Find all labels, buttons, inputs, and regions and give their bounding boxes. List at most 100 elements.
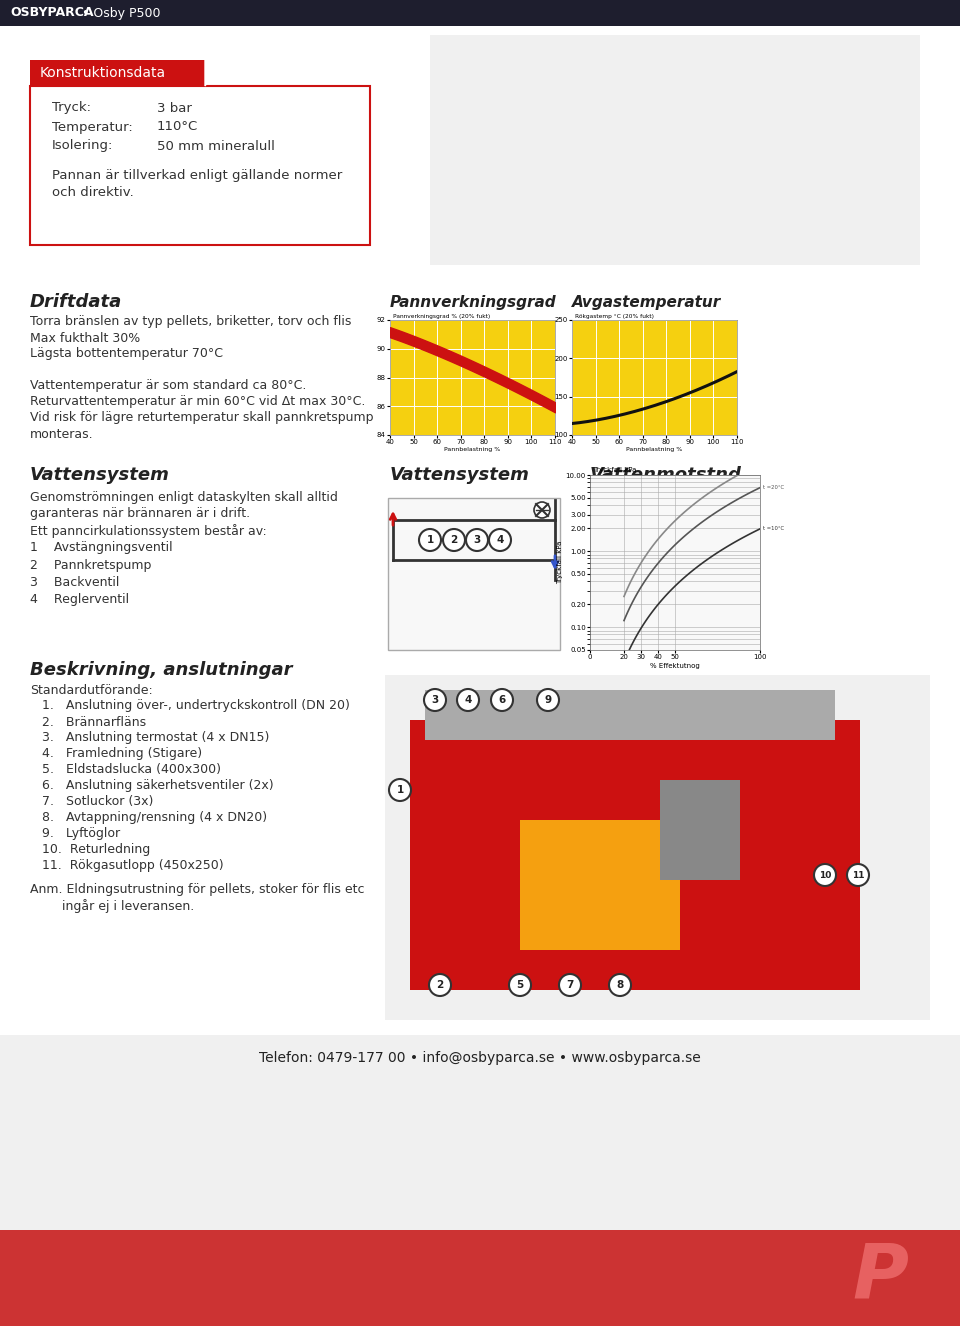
Text: 2.   Brännarfläns: 2. Brännarfläns	[42, 716, 146, 728]
Circle shape	[814, 865, 836, 886]
Text: garanteras när brännaren är i drift.: garanteras när brännaren är i drift.	[30, 508, 251, 521]
Text: 1: 1	[396, 785, 403, 796]
Circle shape	[489, 529, 511, 552]
Y-axis label: Tryckfall kPa: Tryckfall kPa	[557, 541, 563, 585]
Text: 5: 5	[516, 980, 523, 991]
Text: 1: 1	[426, 534, 434, 545]
Text: 1    Avstängningsventil: 1 Avstängningsventil	[30, 541, 173, 554]
Text: 3 bar: 3 bar	[157, 102, 192, 114]
Text: Vattentemperatur är som standard ca 80°C.: Vattentemperatur är som standard ca 80°C…	[30, 379, 306, 392]
Circle shape	[491, 690, 513, 711]
Circle shape	[389, 778, 411, 801]
Circle shape	[443, 529, 465, 552]
Text: Pannverkningsgrad % (20% fukt): Pannverkningsgrad % (20% fukt)	[394, 314, 491, 318]
Text: 2: 2	[450, 534, 458, 545]
Text: Avgastemperatur: Avgastemperatur	[572, 294, 721, 309]
Text: 5.   Eldstadslucka (400x300): 5. Eldstadslucka (400x300)	[42, 764, 221, 777]
Text: 50 mm mineralull: 50 mm mineralull	[157, 139, 275, 152]
Text: 4    Reglerventil: 4 Reglerventil	[30, 593, 130, 606]
Text: 8.   Avtappning/rensning (4 x DN20): 8. Avtappning/rensning (4 x DN20)	[42, 812, 267, 825]
Text: Genomströmningen enligt dataskylten skall alltid: Genomströmningen enligt dataskylten skal…	[30, 491, 338, 504]
Circle shape	[419, 529, 441, 552]
Circle shape	[847, 865, 869, 886]
X-axis label: Pannbelastning %: Pannbelastning %	[444, 447, 500, 452]
Circle shape	[559, 975, 581, 996]
Text: Anm. Eldningsutrustning för pellets, stoker för flis etc: Anm. Eldningsutrustning för pellets, sto…	[30, 883, 365, 896]
Bar	[0, 1231, 960, 1326]
Text: och direktiv.: och direktiv.	[52, 187, 133, 199]
Circle shape	[509, 975, 531, 996]
Text: t =20°C: t =20°C	[763, 485, 784, 491]
Text: Tryck:: Tryck:	[52, 102, 91, 114]
Circle shape	[537, 690, 559, 711]
Text: Konstruktionsdata: Konstruktionsdata	[40, 66, 166, 80]
Bar	[0, 1036, 960, 1250]
Text: 6: 6	[498, 695, 506, 705]
Text: 3.   Anslutning termostat (4 x DN15): 3. Anslutning termostat (4 x DN15)	[42, 732, 270, 744]
Text: 9: 9	[544, 695, 552, 705]
Text: 4.   Framledning (Stigare): 4. Framledning (Stigare)	[42, 748, 203, 761]
Bar	[520, 819, 680, 949]
Text: Torra bränslen av typ pellets, briketter, torv och flis: Torra bränslen av typ pellets, briketter…	[30, 316, 351, 329]
Text: 2    Pannkretspump: 2 Pannkretspump	[30, 558, 152, 572]
Bar	[0, 0, 960, 27]
Text: Max fukthalt 30%: Max fukthalt 30%	[30, 332, 140, 345]
Text: 8: 8	[616, 980, 624, 991]
Text: 11: 11	[852, 870, 864, 879]
Circle shape	[609, 975, 631, 996]
Text: 1.   Anslutning över-, undertryckskontroll (DN 20): 1. Anslutning över-, undertryckskontroll…	[42, 700, 349, 712]
Bar	[388, 499, 560, 650]
Text: 3    Backventil: 3 Backventil	[30, 575, 119, 589]
Text: 10: 10	[819, 870, 831, 879]
Text: Telefon: 0479-177 00 • info@osbyparca.se • www.osbyparca.se: Telefon: 0479-177 00 • info@osbyparca.se…	[259, 1052, 701, 1065]
Text: 4: 4	[496, 534, 504, 545]
Text: 4: 4	[465, 695, 471, 705]
Bar	[30, 86, 370, 245]
Text: Tryckfall kPa: Tryckfall kPa	[593, 467, 636, 473]
Text: Vid risk för lägre returtemperatur skall pannkretspump: Vid risk för lägre returtemperatur skall…	[30, 411, 373, 424]
Text: monteras.: monteras.	[30, 427, 94, 440]
Text: Lägsta bottentemperatur 70°C: Lägsta bottentemperatur 70°C	[30, 347, 223, 361]
Text: Driftdata: Driftdata	[30, 293, 122, 312]
Text: 6.   Anslutning säkerhetsventiler (2x): 6. Anslutning säkerhetsventiler (2x)	[42, 780, 274, 793]
Text: Beskrivning, anslutningar: Beskrivning, anslutningar	[30, 660, 293, 679]
Text: 3: 3	[473, 534, 481, 545]
Circle shape	[424, 690, 446, 711]
Text: 2: 2	[437, 980, 444, 991]
Text: 7.   Sotluckor (3x): 7. Sotluckor (3x)	[42, 796, 154, 809]
Text: 10.  Returledning: 10. Returledning	[42, 843, 151, 857]
Text: Ett panncirkulationssystem består av:: Ett panncirkulationssystem består av:	[30, 524, 267, 538]
Text: Temperatur:: Temperatur:	[52, 121, 132, 134]
Text: 11.  Rökgasutlopp (450x250): 11. Rökgasutlopp (450x250)	[42, 859, 224, 873]
Text: Vattensystem: Vattensystem	[390, 465, 530, 484]
Text: Returvattentemperatur är min 60°C vid Δt max 30°C.: Returvattentemperatur är min 60°C vid Δt…	[30, 395, 366, 408]
Bar	[410, 720, 860, 991]
Text: Standardutförande:: Standardutförande:	[30, 683, 153, 696]
Text: P: P	[852, 1240, 908, 1314]
X-axis label: Pannbelastning %: Pannbelastning %	[626, 447, 683, 452]
Text: ingår ej i leveransen.: ingår ej i leveransen.	[30, 899, 194, 914]
Bar	[430, 34, 920, 265]
Circle shape	[534, 503, 550, 518]
Text: t =10°C: t =10°C	[763, 526, 784, 532]
Text: 110°C: 110°C	[157, 121, 199, 134]
Text: 3: 3	[431, 695, 439, 705]
Text: Rökgastemp °C (20% fukt): Rökgastemp °C (20% fukt)	[575, 314, 655, 318]
Text: Isolering:: Isolering:	[52, 139, 113, 152]
Text: Pannverkningsgrad: Pannverkningsgrad	[390, 294, 557, 309]
Circle shape	[457, 690, 479, 711]
Circle shape	[429, 975, 451, 996]
Bar	[660, 780, 740, 880]
Text: • Osby P500: • Osby P500	[78, 7, 160, 20]
Text: Pannan är tillverkad enligt gällande normer: Pannan är tillverkad enligt gällande nor…	[52, 168, 343, 182]
Text: Vattensystem: Vattensystem	[30, 465, 170, 484]
Text: Vattenmotstnd: Vattenmotstnd	[590, 465, 742, 484]
Text: 7: 7	[566, 980, 574, 991]
Text: OSBYPARCA: OSBYPARCA	[10, 7, 93, 20]
Polygon shape	[205, 60, 223, 86]
Bar	[385, 675, 930, 1020]
X-axis label: % Effektutnog: % Effektutnog	[650, 663, 700, 668]
Circle shape	[466, 529, 488, 552]
Text: 9.   Lyftöglor: 9. Lyftöglor	[42, 827, 120, 841]
Bar	[30, 60, 205, 86]
